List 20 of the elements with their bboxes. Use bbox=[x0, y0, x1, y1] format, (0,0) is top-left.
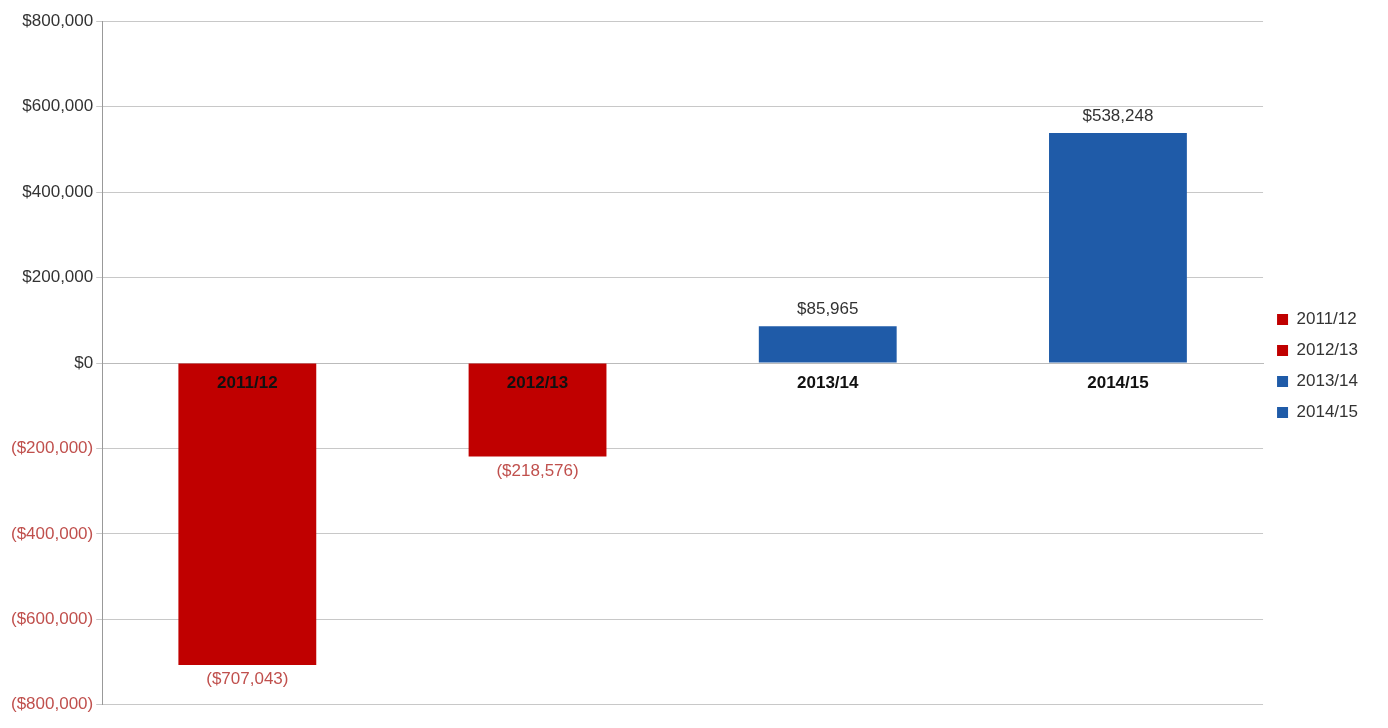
legend-label: 2011/12 bbox=[1296, 309, 1357, 329]
y-tick-label: ($800,000) bbox=[10, 694, 94, 714]
x-tick-label: 2011/12 bbox=[217, 373, 278, 393]
y-tick-label: $0 bbox=[74, 352, 94, 372]
x-tick-label: 2014/15 bbox=[1087, 373, 1149, 393]
y-tick-label: $600,000 bbox=[22, 96, 94, 116]
y-tick-label: ($400,000) bbox=[10, 523, 94, 543]
y-tick-label: ($200,000) bbox=[10, 438, 94, 458]
legend-label: 2012/13 bbox=[1296, 340, 1358, 360]
data-label: $85,965 bbox=[797, 299, 859, 319]
legend-label: 2014/15 bbox=[1296, 402, 1358, 422]
y-tick-label: ($600,000) bbox=[10, 609, 94, 629]
y-tick-label: $400,000 bbox=[22, 181, 94, 201]
data-label: ($218,576) bbox=[496, 460, 579, 480]
x-tick-label: 2012/13 bbox=[506, 373, 569, 393]
y-tick-label: $800,000 bbox=[22, 10, 94, 30]
data-label: $538,248 bbox=[1082, 106, 1154, 126]
x-tick-label: 2013/14 bbox=[797, 373, 860, 393]
y-tick-label: $200,000 bbox=[22, 267, 94, 287]
data-label: ($707,043) bbox=[206, 669, 289, 689]
